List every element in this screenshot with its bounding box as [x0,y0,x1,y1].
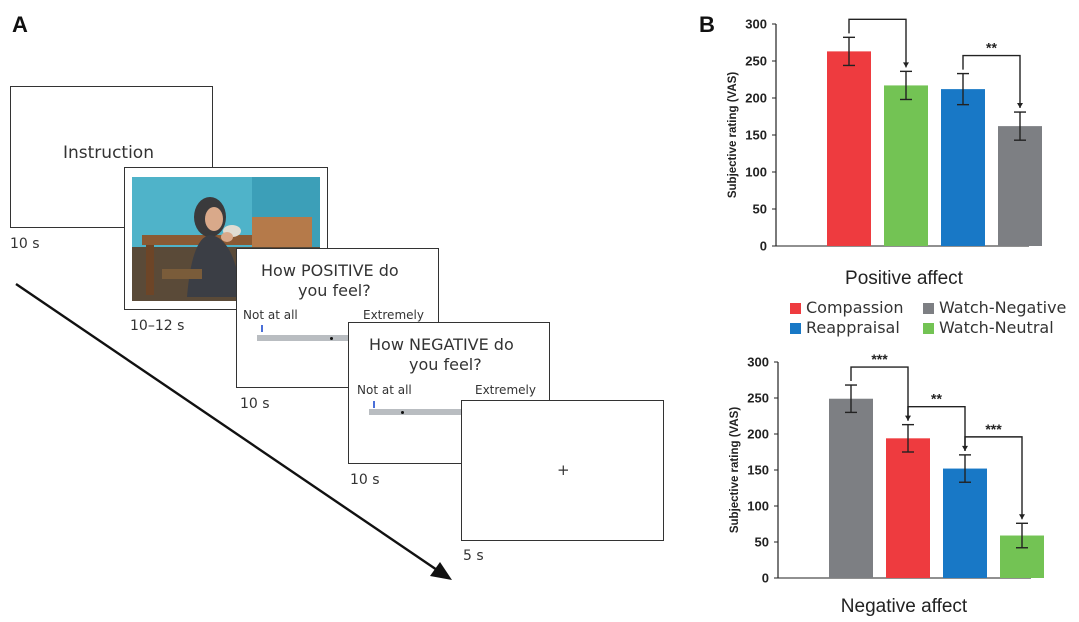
positive-significance-label: ** [872,14,883,19]
legend-label-watch-negative: Watch-Negative [939,298,1067,317]
negative-bar-watch-negative [829,398,873,578]
positive-chart-title: Positive affect [845,268,964,289]
fixation-screen: + [461,400,664,541]
positive-significance-bracket [962,54,1021,109]
legend-swatch-compassion [790,303,801,314]
negative-y-tick-label: 50 [755,535,769,550]
negative-affect-chart: 0 50 100 150 200 250 300 Subjective rating (VAS… [729,351,1044,617]
positive-y-tick-label: 150 [745,128,767,143]
positive-question-line1: How POSITIVE do [261,261,399,280]
positive-significance-arrowhead [1017,103,1023,109]
negative-scale-start-tick [373,401,375,408]
positive-bar-reappraisal [941,89,985,247]
chart-legend: Compassion Watch-Negative Reappraisal Wa… [790,298,1070,342]
fixation-cross: + [557,461,570,479]
legend-label-compassion: Compassion [806,298,904,317]
negative-rating-screen: How NEGATIVE do you feel? Not at all Ext… [348,322,550,464]
negative-y-axis-label: Subjective rating (VAS) [729,407,741,533]
negative-scale-cursor [401,411,404,414]
positive-bar-watch-negative [998,126,1042,246]
positive-scale-start-tick [261,325,263,332]
legend-label-reappraisal: Reappraisal [806,318,900,337]
negative-rating-scale [369,409,489,415]
instruction-text: Instruction [63,143,154,163]
positive-y-tick-label: 50 [753,202,767,217]
legend-swatch-watch-negative [923,303,934,314]
positive-y-axis-label: Subjective rating (VAS) [727,72,739,198]
panel-a-letter: A [12,12,28,37]
positive-y-tick-label: 250 [745,54,767,69]
negative-bar-compassion [886,438,930,578]
negative-high-anchor: Extremely [475,383,536,397]
positive-significance-arrowhead [903,62,909,68]
positive-scale-cursor [330,337,333,340]
negative-bar-reappraisal [943,468,987,578]
negative-significance-arrowhead [1019,514,1025,520]
positive-duration: 10 s [240,396,270,412]
positive-y-tick-label: 0 [760,239,767,254]
negative-y-tick-label: 200 [747,427,769,442]
positive-significance-bracket [848,18,907,68]
positive-bar-watch-neutral [884,85,928,246]
negative-y-tick-label: 250 [747,391,769,406]
negative-question-line2: you feel? [409,355,482,374]
legend-swatch-watch-neutral [923,323,934,334]
positive-rating-scale [257,335,367,341]
positive-question-line2: you feel? [298,281,371,300]
negative-significance-label: ** [931,391,942,407]
negative-chart-title: Negative affect [841,596,968,617]
image-duration: 10–12 s [130,318,185,334]
positive-y-tick-label: 100 [745,165,767,180]
positive-low-anchor: Not at all [243,308,298,322]
legend-swatch-reappraisal [790,323,801,334]
negative-significance-label: *** [871,351,888,367]
negative-duration: 10 s [350,472,380,488]
negative-significance-bracket [850,366,909,421]
positive-y-tick-label: 300 [745,17,767,32]
negative-y-tick-label: 0 [762,571,769,586]
fixation-duration: 5 s [463,548,484,564]
panel-b-letter: B [699,12,715,37]
negative-question-line1: How NEGATIVE do [369,335,514,354]
instruction-duration: 10 s [10,236,40,252]
negative-y-tick-label: 300 [747,355,769,370]
positive-high-anchor: Extremely [363,308,424,322]
negative-significance-label: *** [985,421,1002,437]
negative-significance-bracket [907,405,966,451]
legend-label-watch-neutral: Watch-Neutral [939,318,1054,337]
positive-bar-compassion [827,51,871,246]
positive-significance-label: ** [986,40,997,56]
negative-significance-bracket [964,436,1023,520]
positive-y-tick-label: 200 [745,91,767,106]
negative-low-anchor: Not at all [357,383,412,397]
positive-rating-screen: How POSITIVE do you feel? Not at all Ext… [236,248,439,388]
negative-y-tick-label: 150 [747,463,769,478]
positive-affect-chart: 0 50 100 150 200 250 300 Subjective rating (VAS… [727,14,1042,289]
negative-y-tick-label: 100 [747,499,769,514]
